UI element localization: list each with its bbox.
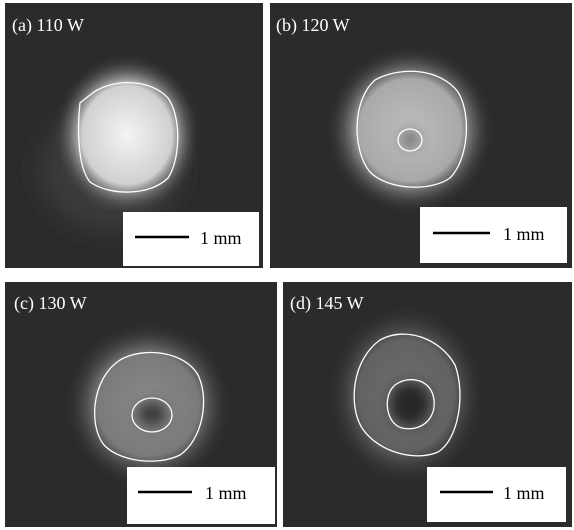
panel: (c) 130 W 1 mm: [5, 282, 277, 527]
scale-label: 1 mm: [205, 483, 247, 503]
center-dip: [390, 382, 430, 426]
panel-label: (d) 145 W: [290, 293, 364, 314]
scale-box: [127, 467, 275, 524]
scale-label: 1 mm: [200, 228, 242, 248]
figure: (a) 110 W 1 mm (b) 120 W 1 mm (c) 130 W …: [0, 0, 574, 530]
scale-label: 1 mm: [503, 483, 545, 503]
panel-label: (a) 110 W: [12, 15, 84, 36]
panel: (d) 145 W 1 mm: [283, 282, 572, 527]
scale-box: [420, 207, 567, 263]
panel-label: (b) 120 W: [276, 15, 350, 36]
panel: (a) 110 W 1 mm: [5, 3, 263, 268]
center-dip: [137, 401, 167, 427]
panel: (b) 120 W 1 mm: [270, 3, 572, 268]
scale-box: [427, 467, 566, 522]
center-dip: [400, 129, 420, 149]
scale-label: 1 mm: [503, 224, 545, 244]
panel-label: (c) 130 W: [14, 293, 87, 314]
